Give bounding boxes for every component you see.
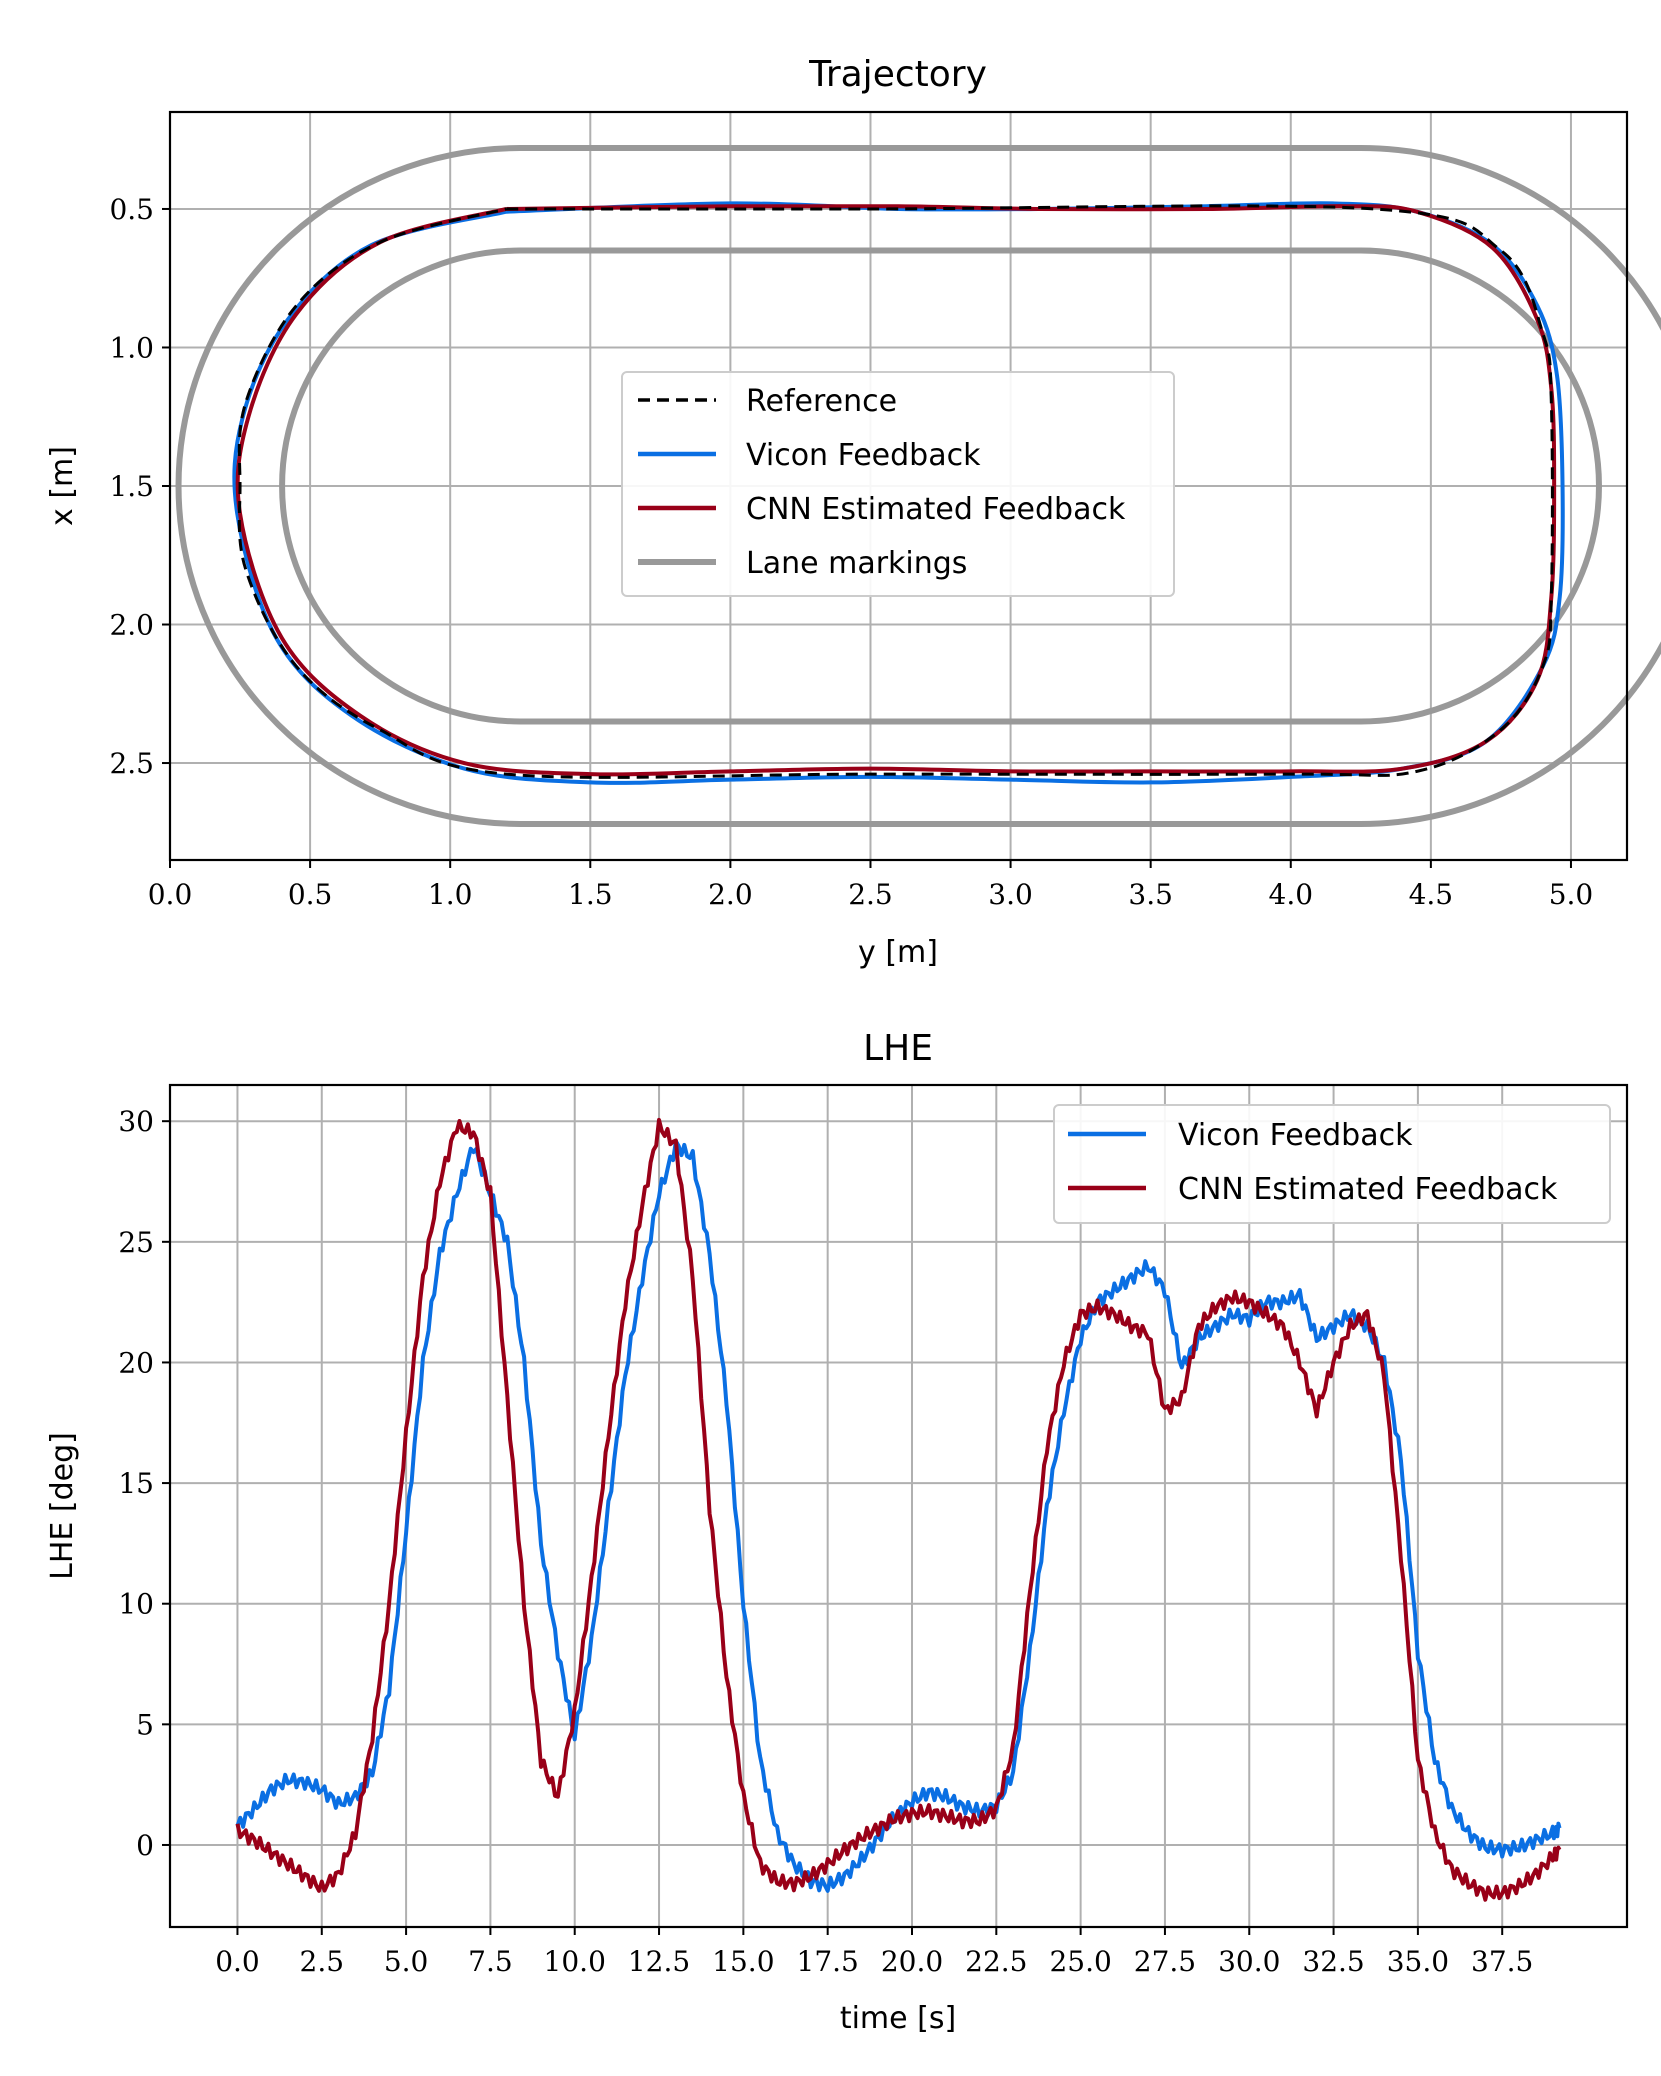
lhe-xtick-label: 17.5 (797, 1945, 859, 1978)
legend-label-cnn: CNN Estimated Feedback (746, 492, 1126, 527)
lhe-ytick-label: 25 (118, 1226, 154, 1259)
lhe-legend-label-cnn: CNN Estimated Feedback (1178, 1172, 1558, 1207)
lane-marking-outer (175, 145, 1661, 827)
trajectory-chart: 0.0 0.5 1.0 1.5 2.0 2.5 3.0 3.5 4.0 4.5 5.0 0.5 1.0 1… (45, 54, 1661, 970)
lhe-ytick-label: 15 (118, 1467, 154, 1500)
lhe-ytick-label: 5 (136, 1708, 154, 1741)
trajectory-ytick-label: 0.5 (109, 193, 154, 226)
lhe-ticks: 0.0 2.5 5.0 7.5 10.0 12.5 15.0 17.5 20.0 22.5 25.0… (118, 1105, 1533, 1978)
trajectory-legend: Reference Vicon Feedback CNN Estimated F… (621, 371, 1175, 597)
trajectory-xtick-label: 2.0 (708, 878, 753, 911)
trajectory-xtick-label: 5.0 (1549, 878, 1594, 911)
lhe-xtick-label: 5.0 (384, 1945, 429, 1978)
lhe-xtick-label: 35.0 (1387, 1945, 1449, 1978)
lhe-ytick-label: 20 (118, 1346, 154, 1379)
trajectory-xtick-label: 4.5 (1409, 878, 1454, 911)
lhe-legend-box (1053, 1104, 1611, 1224)
lhe-xtick-label: 30.0 (1218, 1945, 1280, 1978)
trajectory-xtick-label: 4.0 (1269, 878, 1314, 911)
lhe-ylabel: LHE [deg] (45, 1432, 80, 1580)
lhe-legend-label-vicon: Vicon Feedback (1178, 1118, 1413, 1153)
trajectory-ylabel: x [m] (45, 446, 80, 526)
lhe-ytick-label: 30 (118, 1105, 154, 1138)
lhe-legend: Vicon Feedback CNN Estimated Feedback (1053, 1104, 1611, 1224)
lhe-xlabel: time [s] (840, 2001, 956, 2036)
lhe-xtick-label: 2.5 (300, 1945, 345, 1978)
trajectory-xtick-label: 1.5 (568, 878, 613, 911)
lhe-xtick-label: 32.5 (1302, 1945, 1364, 1978)
lhe-ytick-label: 0 (136, 1829, 154, 1862)
lhe-xtick-label: 7.5 (468, 1945, 513, 1978)
lhe-xtick-label: 27.5 (1134, 1945, 1196, 1978)
lhe-xtick-label: 37.5 (1471, 1945, 1533, 1978)
lhe-xtick-label: 10.0 (544, 1945, 606, 1978)
lhe-xtick-label: 20.0 (881, 1945, 943, 1978)
trajectory-ytick-label: 1.5 (109, 470, 154, 503)
trajectory-ytick-label: 2.0 (109, 609, 154, 642)
trajectory-series (232, 201, 1565, 785)
trajectory-legend-box (621, 371, 1175, 597)
trajectory-xtick-label: 0.5 (288, 878, 333, 911)
trajectory-xtick-label: 2.5 (848, 878, 893, 911)
trajectory-xlabel: y [m] (858, 935, 938, 970)
trajectory-series-reference (237, 204, 1554, 779)
trajectory-lane-markings (175, 145, 1661, 827)
trajectory-xtick-label: 3.5 (1128, 878, 1173, 911)
lane-marking-inner (279, 247, 1602, 725)
trajectory-title: Trajectory (808, 54, 987, 95)
lhe-series-vicon (235, 1139, 1562, 1893)
lhe-axes-frame (168, 1083, 1629, 1929)
lhe-xtick-label: 22.5 (965, 1945, 1027, 1978)
legend-label-lanes: Lane markings (746, 546, 967, 581)
lhe-series-cnn (235, 1117, 1562, 1902)
trajectory-ytick-label: 1.0 (109, 331, 154, 364)
legend-label-vicon: Vicon Feedback (746, 438, 981, 473)
trajectory-ytick-label: 2.5 (109, 747, 154, 780)
lhe-series (235, 1117, 1562, 1902)
lhe-ytick-label: 10 (118, 1588, 154, 1621)
lhe-xtick-label: 12.5 (628, 1945, 690, 1978)
legend-label-reference: Reference (746, 384, 897, 419)
lhe-xtick-label: 25.0 (1049, 1945, 1111, 1978)
lhe-title: LHE (863, 1028, 933, 1069)
trajectory-xtick-label: 1.0 (428, 878, 473, 911)
trajectory-series-cnn (235, 203, 1557, 777)
trajectory-xtick-label: 0.0 (148, 878, 193, 911)
trajectory-ticks: 0.0 0.5 1.0 1.5 2.0 2.5 3.0 3.5 4.0 4.5 5.0 0.5 1.0 1… (109, 193, 1593, 911)
lhe-xtick-label: 15.0 (712, 1945, 774, 1978)
lhe-chart: 0.0 2.5 5.0 7.5 10.0 12.5 15.0 17.5 20.0 22.5 25.0… (45, 1028, 1629, 2036)
trajectory-xtick-label: 3.0 (988, 878, 1033, 911)
lhe-xtick-label: 0.0 (215, 1945, 260, 1978)
